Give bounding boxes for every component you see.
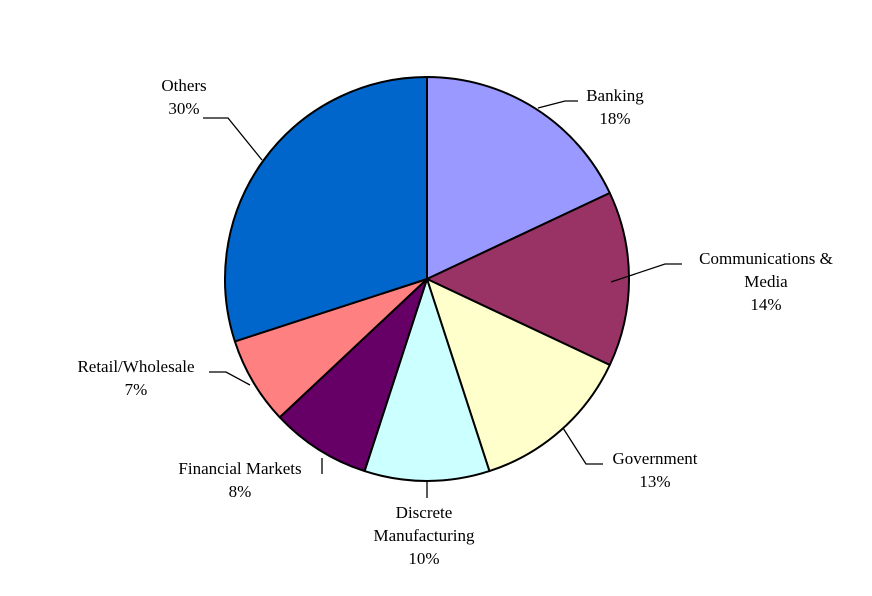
data-label-category-government: Government (613, 449, 698, 468)
data-label-value-communications-media: 14% (750, 295, 781, 314)
pie-slice-financial-markets (278, 278, 428, 473)
data-label-value-financial-markets: 8% (229, 482, 252, 501)
pie-slice-others (224, 76, 428, 343)
leader-line-others (203, 117, 263, 161)
data-label-discrete-manufacturing: Discrete Manufacturing 10% (373, 503, 475, 568)
data-label-category-discrete-manufacturing: Manufacturing (373, 526, 475, 545)
pie-slice-communications-media (426, 191, 631, 367)
data-label-others: Others 30% (161, 76, 206, 118)
leader-line-banking (537, 100, 578, 109)
data-label-value-banking: 18% (599, 109, 630, 128)
data-label-value-others: 30% (168, 99, 199, 118)
leader-lines-layer (203, 100, 682, 498)
data-label-value-discrete-manufacturing: 10% (408, 549, 439, 568)
data-label-category-others: Others (161, 76, 206, 95)
data-label-banking: Banking 18% (586, 86, 644, 128)
data-label-category-communications-media: Media (744, 272, 788, 291)
data-label-category-discrete-manufacturing: Discrete (396, 503, 453, 522)
data-label-category-communications-media: Communications & (699, 249, 833, 268)
data-label-retail-wholesale: Retail/Wholesale 7% (77, 357, 194, 399)
pie-slice-government (426, 278, 611, 473)
leader-line-government (562, 427, 603, 465)
data-label-value-government: 13% (639, 472, 670, 491)
leader-line-communications-media (610, 263, 682, 283)
pie-slice-discrete-manufacturing (363, 278, 491, 482)
pie-slice-banking (426, 76, 611, 280)
data-label-value-retail-wholesale: 7% (125, 380, 148, 399)
leader-line-retail-wholesale (209, 371, 251, 386)
data-label-financial-markets: Financial Markets 8% (178, 459, 301, 501)
data-labels-layer: Banking 18% Communications & Media 14% Govern… (77, 76, 832, 568)
data-label-category-retail-wholesale: Retail/Wholesale (77, 357, 194, 376)
data-label-category-financial-markets: Financial Markets (178, 459, 301, 478)
data-label-government: Government 13% (613, 449, 698, 491)
slices-layer (224, 76, 631, 482)
data-label-category-banking: Banking (586, 86, 644, 105)
data-label-communications-media: Communications & Media 14% (699, 249, 833, 314)
